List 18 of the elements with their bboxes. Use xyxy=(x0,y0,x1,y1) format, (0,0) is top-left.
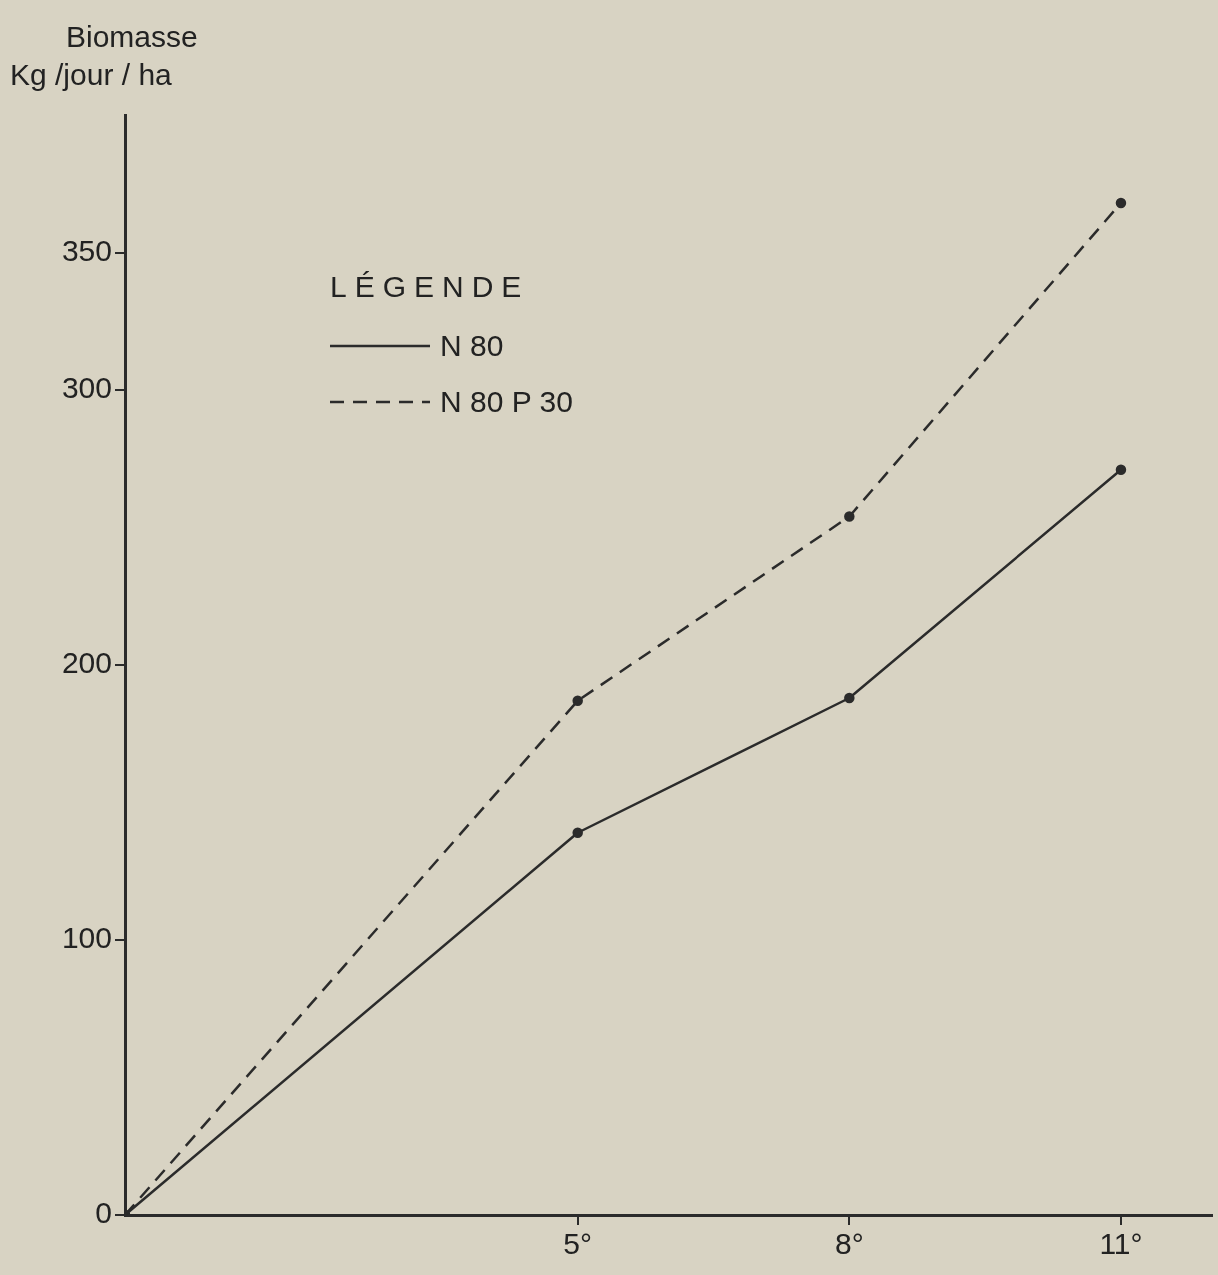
point xyxy=(1115,464,1127,475)
y-tick-label: 350 xyxy=(61,233,112,267)
legend-title: LÉGENDE xyxy=(330,270,531,304)
y-axis-title: Biomasse Kg /jour / ha xyxy=(10,19,198,93)
y-tick-label: 200 xyxy=(61,646,112,680)
y-tick-label: 100 xyxy=(61,921,112,955)
legend-label: N 80 xyxy=(440,329,504,363)
point xyxy=(844,692,855,704)
y-tick-label: 0 xyxy=(95,1196,112,1230)
point xyxy=(1115,197,1127,209)
point xyxy=(844,511,855,522)
legend-label: N 80 P 30 xyxy=(440,385,573,419)
point xyxy=(572,695,583,706)
x-tick-label: 11° xyxy=(1099,1227,1143,1261)
x-tick-label: 5° xyxy=(563,1227,593,1261)
x-tick-label: 8° xyxy=(834,1227,864,1261)
point xyxy=(572,827,583,838)
y-tick-label: 300 xyxy=(61,371,112,405)
